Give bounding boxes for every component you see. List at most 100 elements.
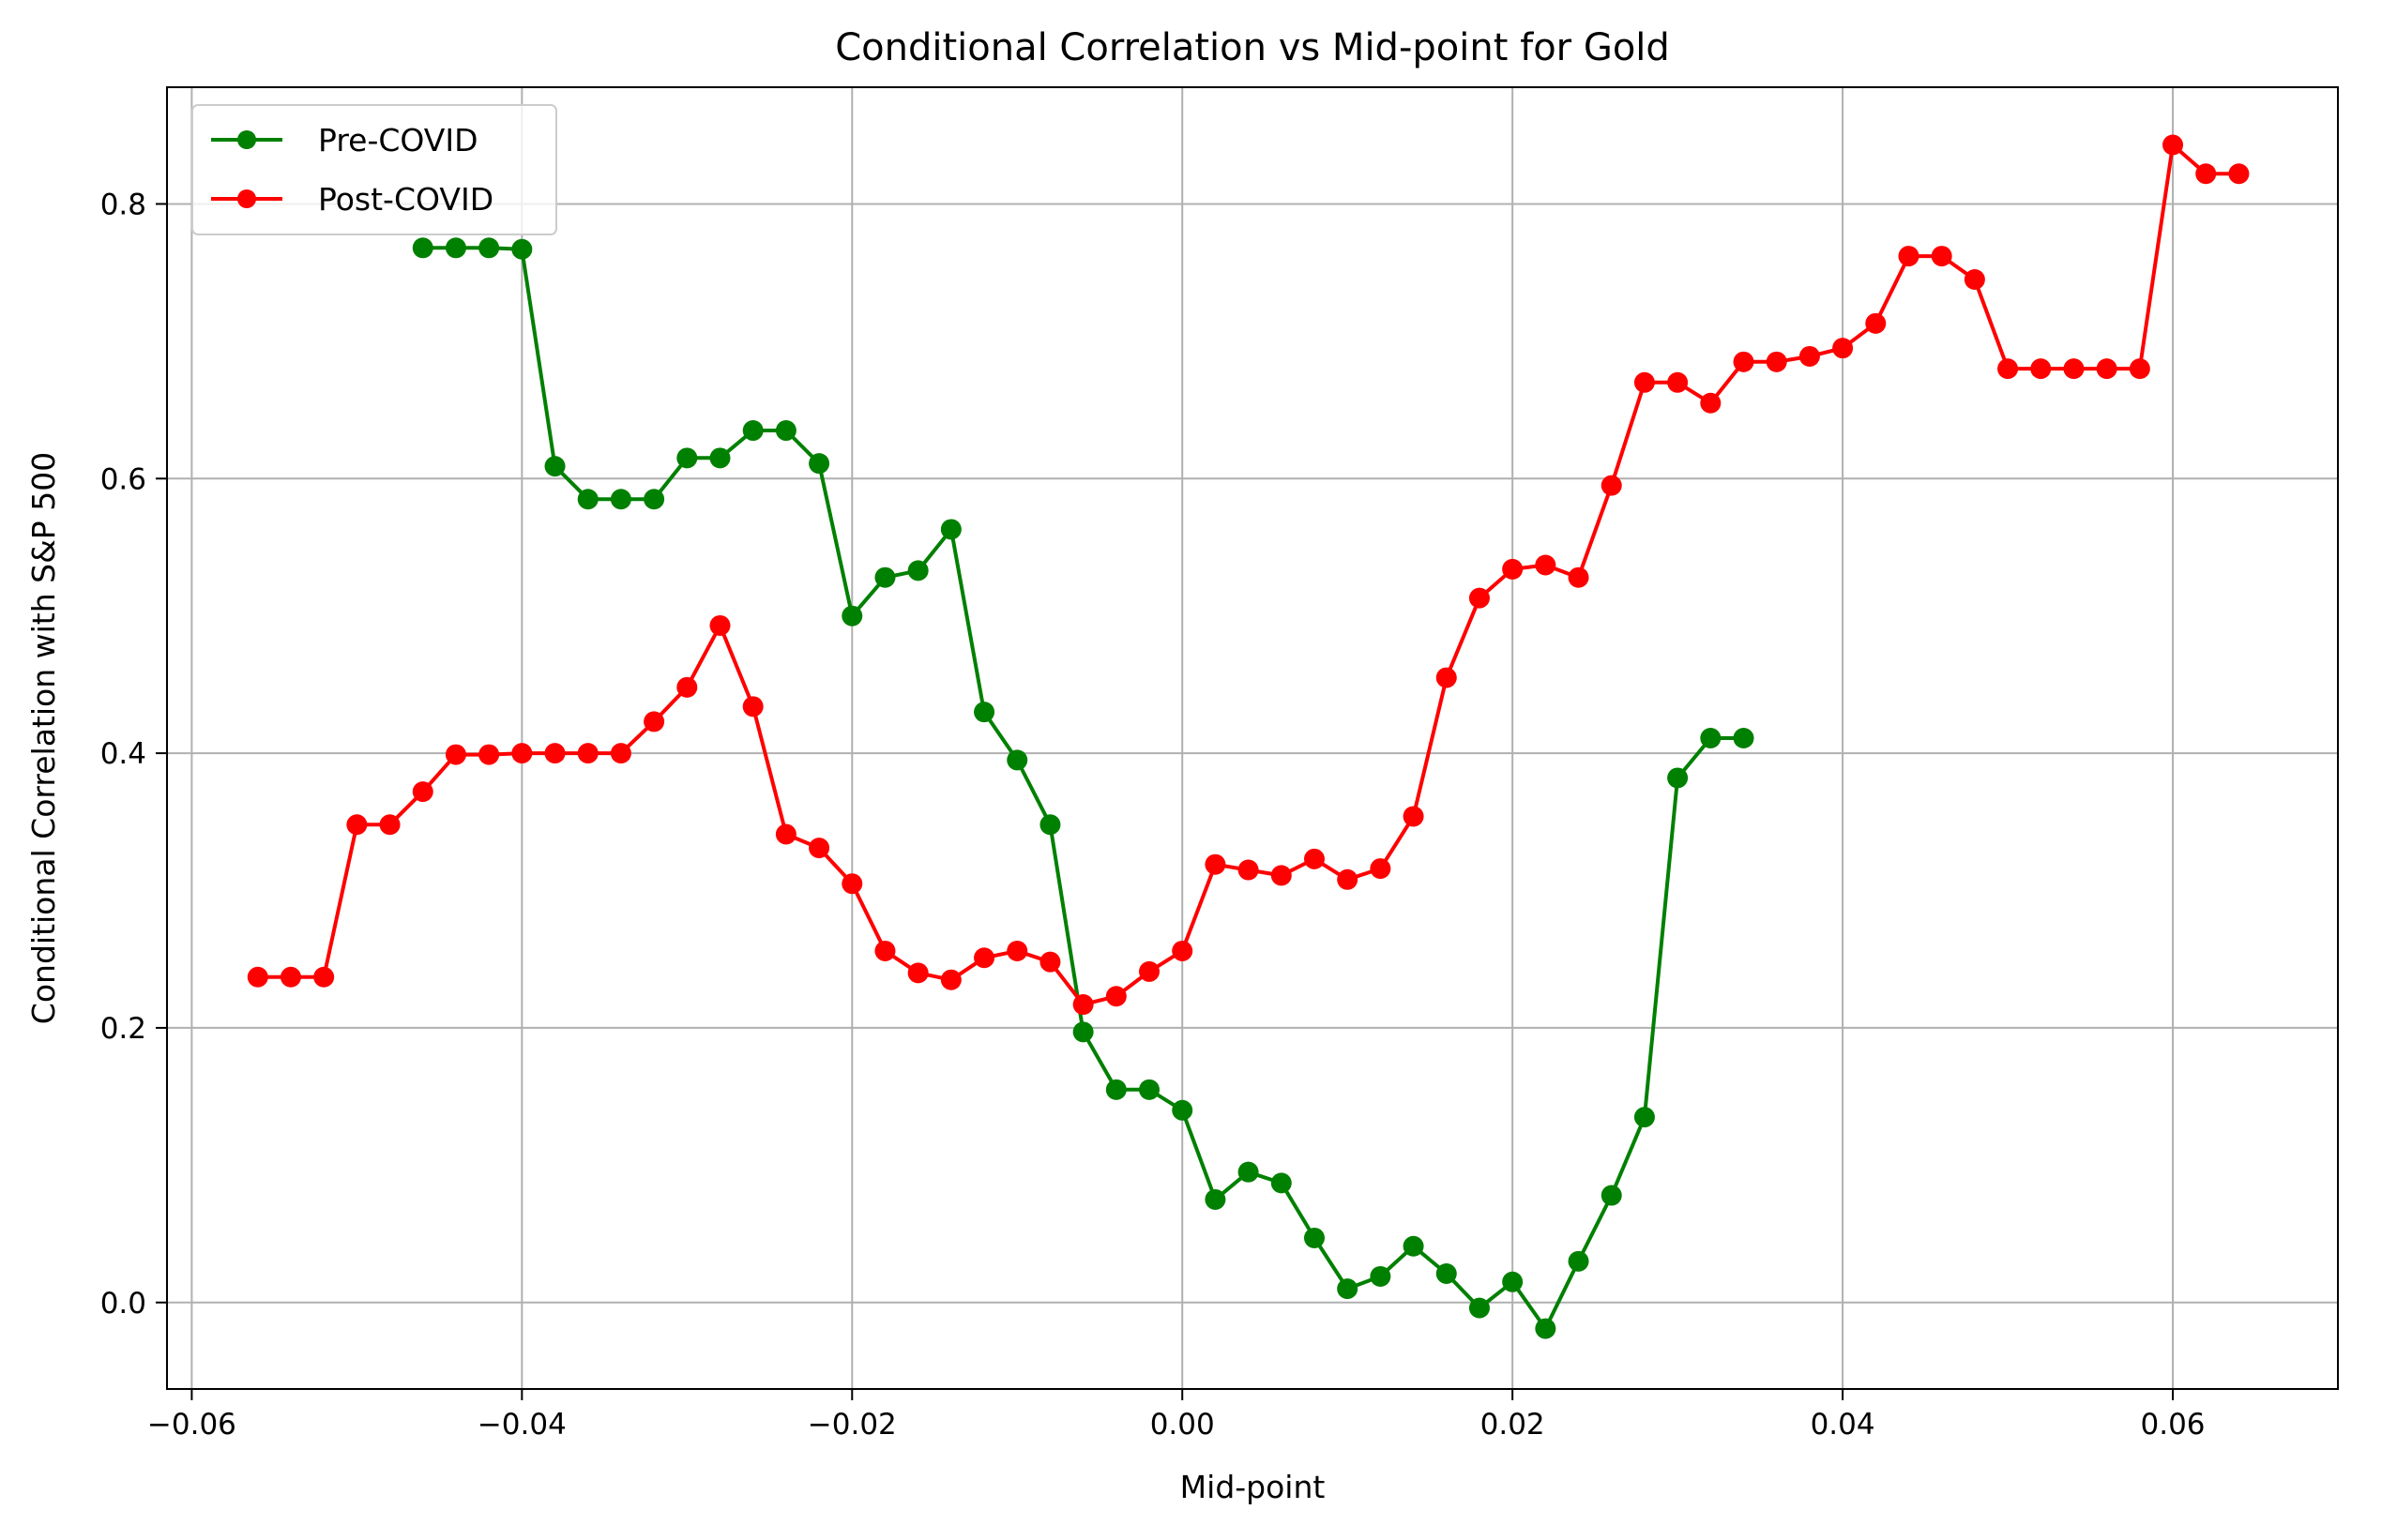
data-point: [809, 453, 830, 475]
data-point: [2162, 134, 2184, 156]
legend-label-post-covid: Post-COVID: [318, 181, 493, 218]
data-point: [445, 744, 466, 765]
data-point: [974, 947, 995, 969]
data-point: [1733, 351, 1754, 372]
data-point: [1039, 814, 1061, 836]
y-tick-label: 0.8: [100, 188, 146, 221]
legend-label-pre-covid: Pre-COVID: [318, 122, 478, 159]
x-tick-label: 0.04: [1811, 1408, 1875, 1442]
data-point: [1964, 268, 1985, 290]
data-point: [809, 838, 830, 859]
data-point: [1435, 1263, 1457, 1285]
data-point: [1798, 345, 1820, 367]
y-tick-label: 0.2: [100, 1012, 146, 1046]
data-point: [1403, 806, 1424, 827]
data-point: [1502, 1271, 1524, 1292]
data-point: [1237, 1161, 1259, 1183]
data-point: [2030, 358, 2052, 380]
data-point: [1270, 1172, 1292, 1194]
data-point: [874, 566, 896, 588]
data-point: [775, 823, 797, 845]
data-point: [1007, 749, 1028, 771]
data-point: [1766, 351, 1787, 372]
data-point: [1633, 1107, 1655, 1128]
series-pre-covid: [412, 237, 1754, 1339]
data-point: [577, 743, 599, 764]
data-point: [874, 940, 896, 961]
data-point: [1072, 1021, 1094, 1043]
y-tick-label: 0.0: [100, 1287, 146, 1321]
data-point: [1270, 865, 1292, 886]
legend-box: [191, 104, 557, 235]
x-tick-label: 0.00: [1150, 1408, 1215, 1442]
data-point: [544, 743, 566, 764]
data-point: [1568, 566, 1589, 588]
data-point: [2195, 163, 2217, 185]
data-point: [313, 966, 335, 988]
data-point: [842, 873, 863, 895]
data-point: [974, 702, 995, 723]
data-point: [709, 447, 731, 469]
data-point: [1435, 667, 1457, 688]
data-point: [1303, 848, 1325, 869]
x-tick-label: −0.02: [808, 1408, 897, 1442]
legend-marker-post-covid: [237, 189, 256, 208]
data-point: [1633, 371, 1655, 393]
data-point: [544, 456, 566, 477]
data-point: [511, 238, 533, 260]
data-point: [1205, 853, 1226, 875]
data-point: [644, 489, 665, 510]
data-point: [1601, 475, 1622, 496]
plot-frame: [166, 86, 2339, 1390]
data-point: [842, 605, 863, 627]
data-point: [775, 420, 797, 442]
data-point: [1568, 1250, 1589, 1272]
data-point: [1370, 1265, 1391, 1287]
data-point: [907, 560, 929, 581]
data-point: [1337, 1278, 1358, 1300]
data-point: [379, 814, 401, 836]
data-point: [1667, 371, 1689, 393]
data-point: [1139, 960, 1161, 982]
y-axis-title: Conditional Correlation with S&P 500: [25, 452, 62, 1024]
data-point: [1898, 246, 1919, 267]
data-point: [1832, 338, 1854, 359]
data-point: [1205, 1188, 1226, 1210]
data-point: [742, 696, 764, 717]
data-point: [1172, 940, 1193, 961]
data-point: [1865, 312, 1887, 334]
data-point: [709, 614, 731, 636]
axis-ticks: −0.06 −0.04 −0.02 0.00 0.02 0.04 0.06 0.0 0.2 0.4…: [100, 188, 2206, 1442]
data-point: [1502, 558, 1524, 580]
data-point: [2228, 163, 2250, 185]
data-point: [577, 489, 599, 510]
y-tick-label: 0.6: [100, 462, 146, 496]
data-point: [280, 966, 301, 988]
data-point: [2096, 358, 2117, 380]
x-tick-label: 0.06: [2141, 1408, 2206, 1442]
data-point: [1667, 767, 1689, 789]
data-point: [1700, 392, 1722, 414]
data-point: [676, 676, 698, 698]
data-point: [1700, 728, 1722, 748]
data-point: [346, 814, 368, 836]
data-point: [1733, 728, 1754, 748]
data-point: [2129, 358, 2150, 380]
series-layer: [247, 134, 2250, 1339]
series-post-covid: [247, 134, 2250, 1016]
x-axis-title: Mid-point: [1180, 1469, 1326, 1505]
data-point: [478, 744, 500, 765]
data-point: [1535, 1318, 1556, 1339]
legend-marker-pre-covid: [237, 130, 256, 149]
data-point: [1337, 868, 1358, 890]
data-point: [511, 743, 533, 764]
data-point: [644, 711, 665, 732]
data-point: [1931, 246, 1952, 267]
data-point: [1139, 1079, 1161, 1100]
data-point: [247, 966, 268, 988]
data-point: [445, 237, 466, 259]
data-point: [676, 447, 698, 469]
data-point: [610, 489, 631, 510]
data-point: [1535, 554, 1556, 576]
